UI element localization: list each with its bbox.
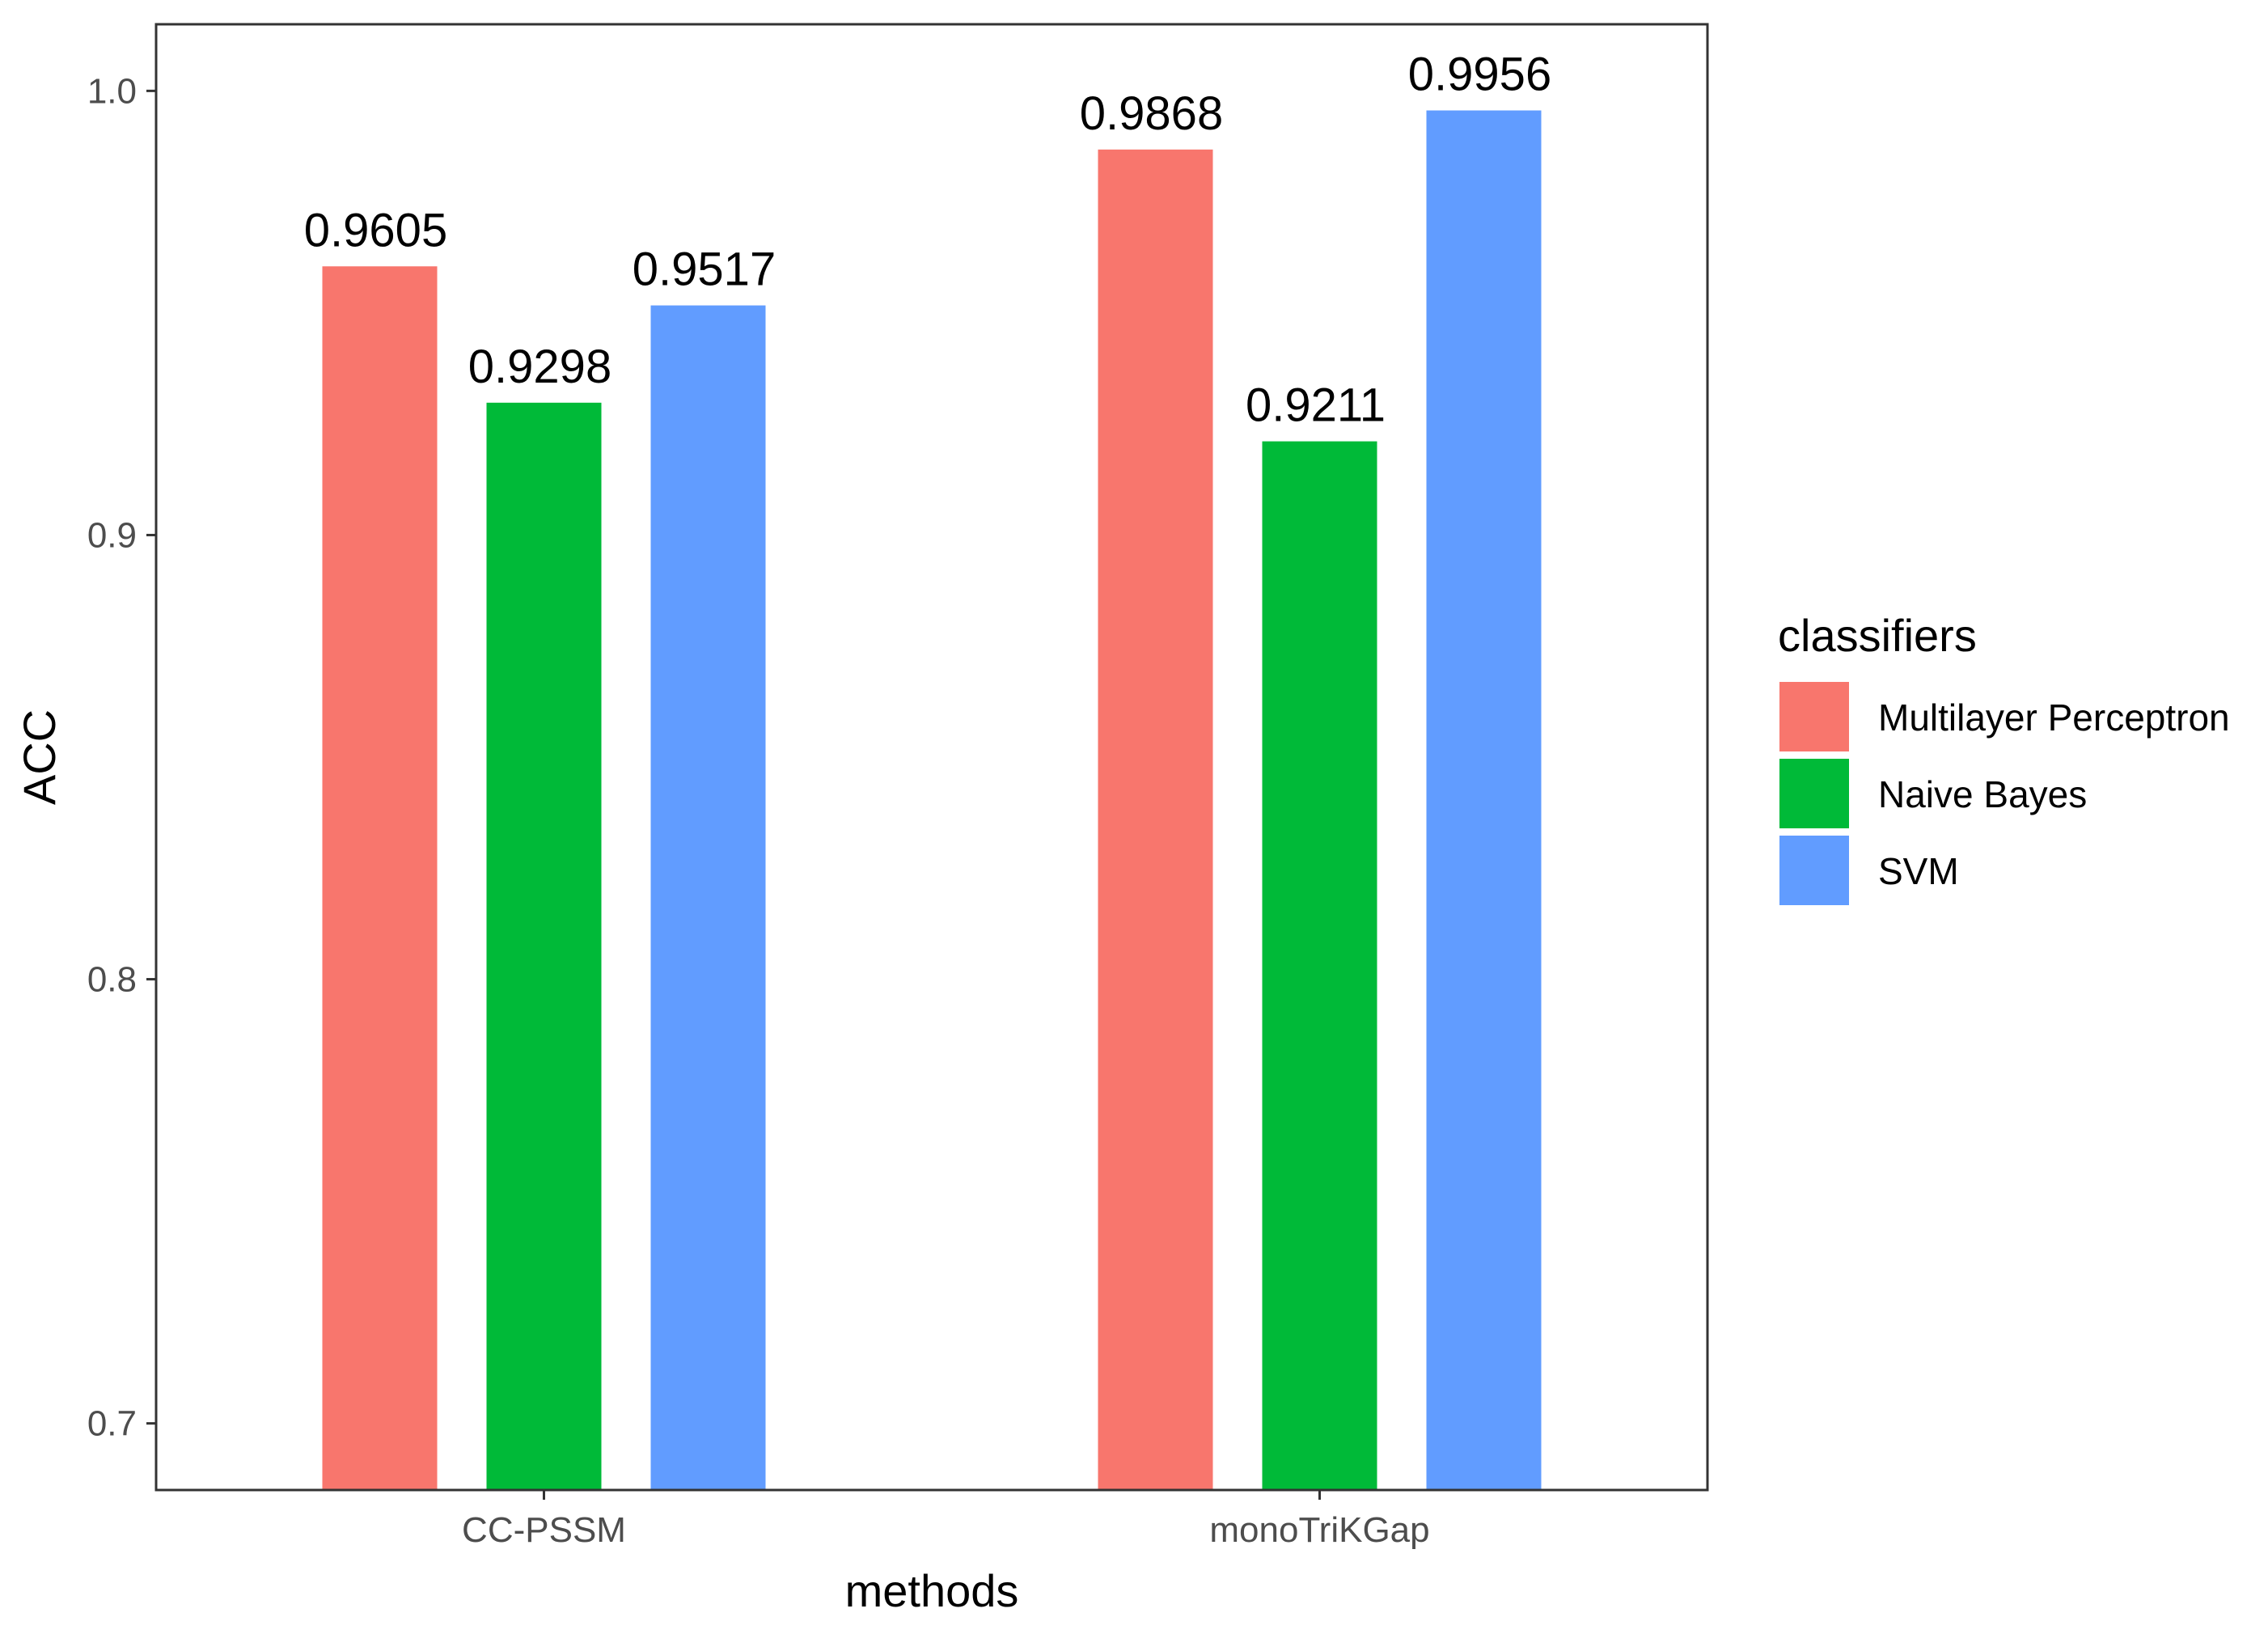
legend-key-svm (1779, 836, 1849, 905)
legend-label: Naive Bayes (1878, 773, 2087, 815)
bar-naive-bayes-cc-pssm (486, 402, 602, 1489)
legend-title: classifiers (1778, 610, 1977, 661)
legend: classifiers Multilayer Perceptron Naive B… (1778, 610, 2230, 905)
bars-layer (322, 110, 1542, 1489)
bar-multilayer-perceptron-monotrikgap (1098, 149, 1213, 1489)
data-label: 0.9605 (304, 204, 447, 256)
bar-svm-cc-pssm (650, 305, 766, 1489)
bar-multilayer-perceptron-cc-pssm (322, 266, 438, 1489)
data-label: 0.9517 (633, 243, 776, 296)
x-axis: CC-PSSM monoTriKGap (462, 1490, 1430, 1550)
y-tick-label: 1.0 (87, 71, 137, 111)
data-labels-layer: 0.9605 0.9298 0.9517 0.9868 0.9211 0.9956 (304, 49, 1551, 432)
data-label: 0.9211 (1246, 379, 1386, 432)
data-label: 0.9298 (468, 341, 611, 393)
x-axis-title: methods (845, 1565, 1019, 1616)
bar-svm-monotrikgap (1426, 110, 1542, 1489)
bar-naive-bayes-monotrikgap (1262, 441, 1377, 1489)
legend-label: SVM (1878, 850, 1959, 892)
data-label: 0.9868 (1080, 87, 1223, 140)
data-label: 0.9956 (1408, 49, 1551, 101)
y-tick-label: 0.9 (87, 515, 137, 555)
x-tick-label: monoTriKGap (1209, 1510, 1429, 1550)
x-tick-label: CC-PSSM (462, 1510, 626, 1550)
legend-key-naive-bayes (1779, 759, 1849, 828)
y-axis-title: ACC (14, 709, 65, 805)
plot-panel-border (154, 23, 1709, 1492)
y-tick-label: 0.8 (87, 960, 137, 1000)
y-axis: 0.7 0.8 0.9 1.0 (87, 71, 156, 1444)
legend-key-multilayer-perceptron (1779, 682, 1849, 751)
legend-label: Multilayer Perceptron (1878, 696, 2230, 739)
y-tick-label: 0.7 (87, 1404, 137, 1444)
